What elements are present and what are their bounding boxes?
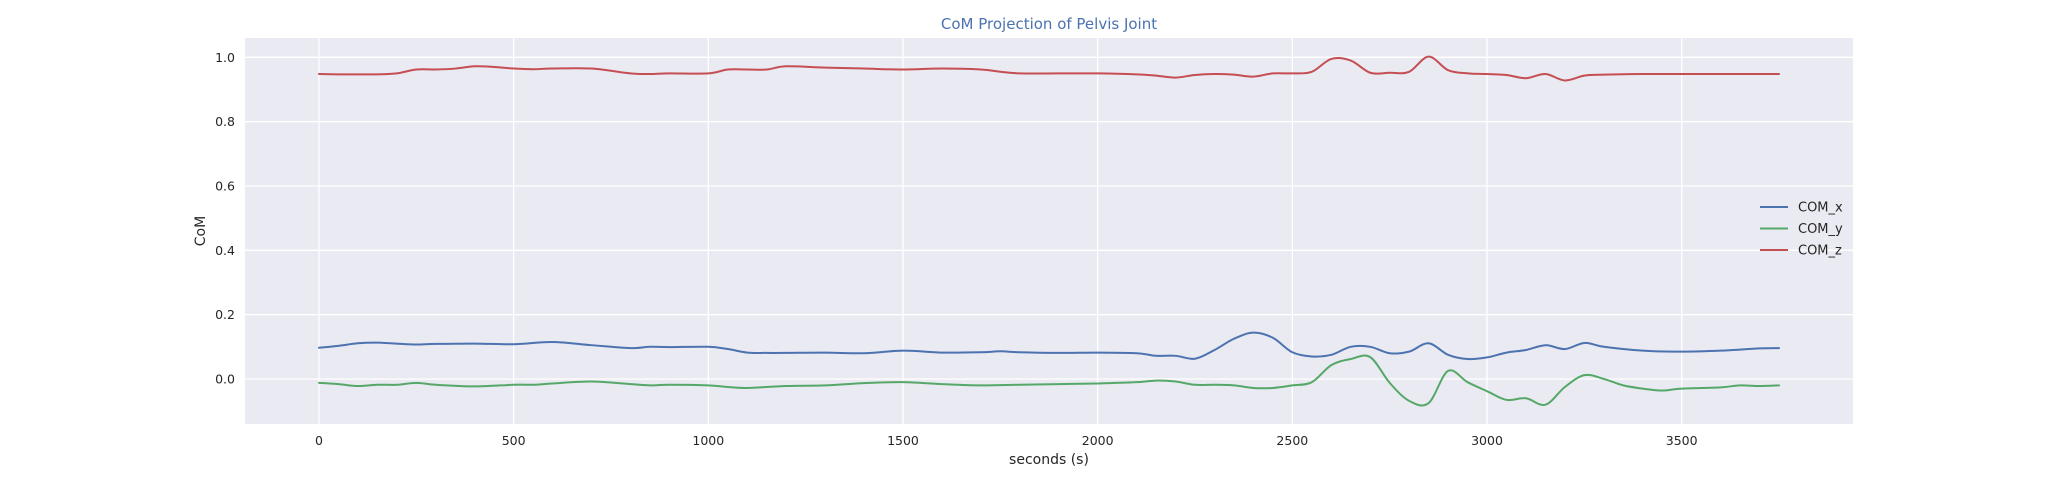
series-line-com-y [317,354,1781,407]
x-tick-label: 3000 [1471,433,1503,448]
legend-label-com-y: COM_y [1798,222,1843,237]
y-tick-label: 0.8 [215,114,235,129]
legend: COM_x COM_y COM_z [1760,201,1843,259]
series-line-com-x [317,331,1781,361]
plot-area [245,38,1853,424]
x-tick-label: 0 [315,433,323,448]
x-tick-label: 1000 [692,433,724,448]
series-layer [317,55,1781,407]
legend-label-com-x: COM_x [1798,201,1843,216]
tick-layer: 0 500 1000 1500 2000 2500 3000 3500 0.0 0.2 0.4 0.6… [215,50,1698,448]
legend-label-com-z: COM_z [1798,244,1842,259]
y-tick-label: 0.0 [215,371,235,386]
y-axis-label: CoM [193,216,209,246]
grid-layer [245,38,1853,424]
chart-title: CoM Projection of Pelvis Joint [941,15,1157,33]
x-tick-label: 2000 [1082,433,1114,448]
x-tick-label: 2500 [1276,433,1308,448]
x-axis-label: seconds (s) [1009,452,1089,468]
y-tick-label: 0.4 [215,243,235,258]
y-tick-label: 1.0 [215,50,235,65]
y-tick-label: 0.6 [215,178,235,193]
series-line-com-z [317,55,1781,82]
x-tick-label: 500 [502,433,526,448]
y-tick-label: 0.2 [215,307,235,322]
x-tick-label: 1500 [887,433,919,448]
x-tick-label: 3500 [1666,433,1698,448]
